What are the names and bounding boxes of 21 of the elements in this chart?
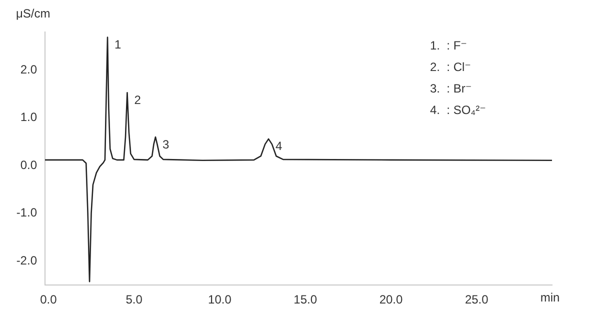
x-tick-label: 25.0 (464, 292, 489, 307)
x-axis-title: min (540, 290, 560, 304)
annotation: 3. : Br⁻ (430, 81, 472, 96)
x-tick-label: 0.0 (40, 292, 58, 307)
x-tick-label: 5.0 (126, 292, 143, 307)
y-tick-label: -2.0 (16, 253, 38, 268)
annotation: 1 (114, 38, 122, 52)
annotation: 2 (134, 92, 142, 107)
y-tick-label: 2.0 (20, 62, 38, 76)
annotation: 4 (276, 139, 283, 154)
x-tick-label: 20.0 (379, 292, 403, 307)
annotation: 1. : F⁻ (430, 38, 468, 52)
y-axis-title: μS/cm (16, 6, 50, 20)
annotation: 4. : SO₄²⁻ (430, 102, 486, 117)
y-tick-label: -1.0 (16, 206, 38, 220)
annotation: 2. : Cl⁻ (430, 60, 472, 74)
y-tick-label: 1.0 (20, 110, 38, 124)
annotation: 3 (162, 137, 170, 152)
y-tick-label: 0.0 (20, 158, 38, 172)
x-tick-label: 15.0 (294, 292, 318, 307)
x-tick-label: 10.0 (208, 292, 232, 307)
